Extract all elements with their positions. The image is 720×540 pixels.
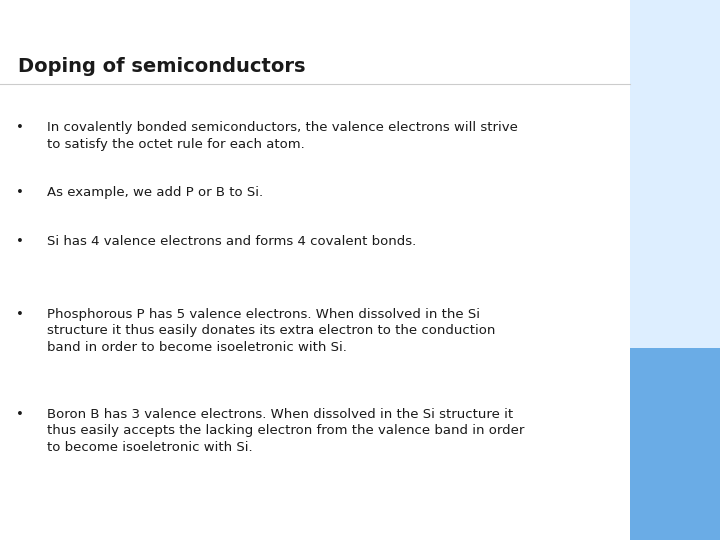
Text: •: • [17,186,24,199]
Text: In covalently bonded semiconductors, the valence electrons will strive
to satisf: In covalently bonded semiconductors, the… [47,122,518,151]
Text: Doping of semiconductors: Doping of semiconductors [18,57,305,76]
FancyBboxPatch shape [630,348,720,540]
Text: Boron B has 3 valence electrons. When dissolved in the Si structure it
thus easi: Boron B has 3 valence electrons. When di… [47,408,524,454]
Text: Si has 4 valence electrons and forms 4 covalent bonds.: Si has 4 valence electrons and forms 4 c… [47,235,416,248]
Text: •: • [17,122,24,134]
FancyBboxPatch shape [630,0,720,348]
Text: •: • [17,235,24,248]
Text: As example, we add P or B to Si.: As example, we add P or B to Si. [47,186,263,199]
Text: •: • [17,408,24,421]
Text: Phosphorous P has 5 valence electrons. When dissolved in the Si
structure it thu: Phosphorous P has 5 valence electrons. W… [47,308,495,354]
Text: •: • [17,308,24,321]
